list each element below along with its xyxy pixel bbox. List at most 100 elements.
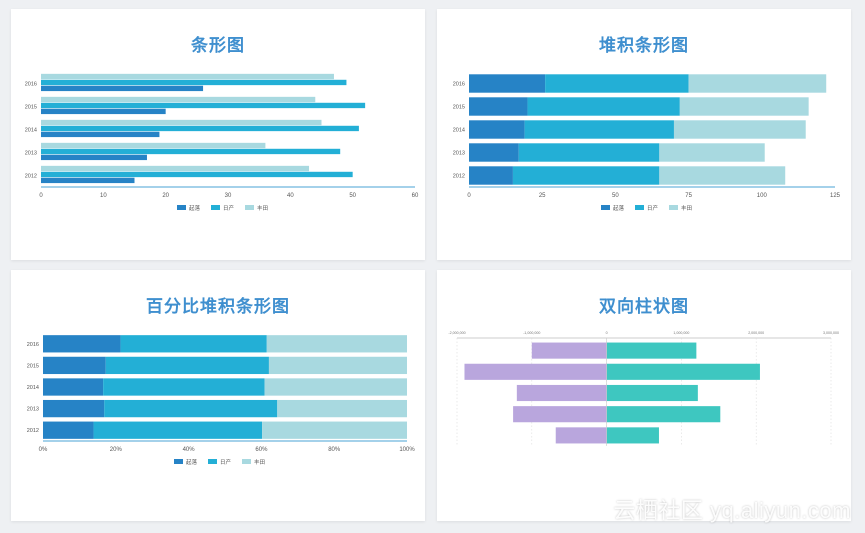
bar-segment [469,143,519,162]
bar-chart-panel: 条形图 2012 2013 2014 2015 2016 0 10 20 30 40 50 60 起落 日… [11,9,425,260]
bar-segment [105,356,269,375]
y-tick-label: 2012 [453,174,465,180]
bar-segment [268,356,407,375]
legend-label: 起落 [189,204,201,212]
stacked-bar-chart: 2012 2013 2014 2015 2016 0 25 50 75 100 125 起落 日产 丰田 [453,74,841,212]
legend-label: 日产 [220,458,232,466]
bar-segment [277,399,407,418]
x-tick-label: 40 [287,193,294,199]
chart-title: 双向柱状图 [599,297,689,316]
bar-segment [264,378,407,396]
bar-segment [43,356,106,375]
bar-positive [606,363,760,380]
x-tick-label: 1,000,000 [673,331,689,335]
y-tick-label: 2015 [453,105,465,111]
legend-label: 起落 [613,204,625,212]
bar-segment [518,143,660,162]
bar-segment [512,166,660,185]
chart-title: 百分比堆积条形图 [146,297,290,316]
x-tick-label: 100 [757,193,768,199]
chart-title: 堆积条形图 [599,36,689,55]
y-tick-label: 2015 [27,363,39,369]
legend-swatch [208,459,217,464]
bar-segment [679,97,809,116]
legend-swatch [601,205,610,210]
y-tick-label: 2016 [453,82,465,88]
percent-stacked-bar-chart-panel: 百分比堆积条形图 2012 2013 2014 2015 2016 0% 20% 40% 60%… [11,270,425,521]
bar [41,102,366,109]
bar [41,108,166,115]
bar-segment [103,378,265,396]
bar [41,85,204,92]
bar-positive [606,342,697,359]
bar [41,148,341,155]
bar-segment [469,120,525,139]
watermark: 云栖社区 yq.aliyun.com [613,498,851,523]
x-tick-label: 80% [328,447,341,453]
legend-label: 丰田 [681,204,692,212]
bar [41,96,316,103]
bar-segment [527,97,680,116]
bar-segment [266,335,407,353]
x-tick-label: 20 [162,193,169,199]
x-tick-label: 75 [685,193,692,199]
bar-segment [43,335,121,353]
x-tick-label: 60 [412,193,419,199]
bar [41,79,347,86]
bar [41,171,353,178]
bar [41,131,160,138]
y-tick-label: 2013 [25,151,37,157]
legend-swatch [177,205,186,210]
percent-stacked-bar-chart: 2012 2013 2014 2015 2016 0% 20% 40% 60% 80% 100% 起落… [27,335,415,466]
y-tick-label: 2016 [27,342,39,348]
y-tick-label: 2012 [27,428,39,434]
bar-segment [43,378,104,396]
y-tick-label: 2014 [25,128,37,134]
stacked-bar-chart-panel: 堆积条形图 2012 2013 2014 2015 2016 0 25 50 75 100 125 起… [437,9,851,260]
y-tick-label: 2016 [25,82,37,88]
bar-segment [659,143,765,162]
legend-swatch [211,205,220,210]
bar-segment [93,421,263,439]
x-tick-label: 50 [612,193,619,199]
y-tick-label: 2013 [27,407,39,413]
bar [41,165,310,172]
diverging-bar-chart: -2,000,000 -1,000,000 0 1,000,000 2,000,000 3… [448,331,839,446]
bar-negative [464,363,607,380]
legend-label: 日产 [647,204,659,212]
bar-segment [545,74,689,93]
bar-positive [606,384,698,402]
x-tick-label: 125 [830,193,841,199]
bar-negative [513,406,607,423]
x-tick-label: 30 [225,193,232,199]
y-tick-label: 2014 [27,385,39,391]
x-tick-label: 50 [349,193,356,199]
x-tick-label: -2,000,000 [448,331,465,335]
x-tick-label: -1,000,000 [523,331,540,335]
bar-segment [673,120,806,139]
x-tick-label: 2,000,000 [748,331,764,335]
bar [41,125,359,132]
bar-negative [516,384,607,402]
legend-swatch [635,205,644,210]
x-tick-label: 20% [110,447,123,453]
x-tick-label: 0 [467,193,471,199]
x-tick-label: 0 [39,193,43,199]
bar-segment [120,335,267,353]
x-tick-label: 100% [399,447,415,453]
x-tick-label: 0% [39,447,48,453]
legend-swatch [669,205,678,210]
legend-swatch [245,205,254,210]
bar-segment [43,421,94,439]
bar-segment [469,97,528,116]
bar [41,154,147,161]
bar-segment [688,74,827,93]
bar [41,142,266,149]
bar-chart: 2012 2013 2014 2015 2016 0 10 20 30 40 50 60 起落 日产 丰田 [25,73,419,212]
y-tick-label: 2015 [25,105,37,111]
bar [41,73,334,80]
bar [41,177,135,184]
diverging-bar-chart-panel: 双向柱状图 -2,000,000 -1,000,000 0 1,000,000 2,00… [437,270,851,521]
x-tick-label: 40% [183,447,196,453]
x-tick-label: 25 [539,193,546,199]
